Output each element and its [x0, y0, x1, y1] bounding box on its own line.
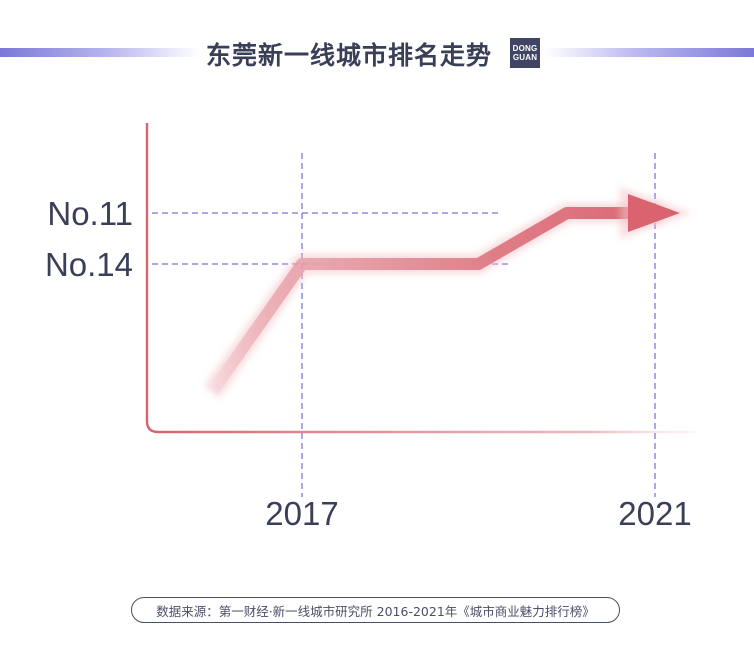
y-tick-label-14: No.14 [45, 246, 133, 283]
header-bar-left [0, 48, 200, 57]
series-line [203, 187, 692, 398]
chart-title: 东莞新一线城市排名走势 [206, 41, 493, 70]
badge-line-2: GUAN [512, 53, 538, 62]
dongguan-logo-badge: DONG GUAN [510, 38, 540, 68]
chart-header: 东莞新一线城市排名走势 DONG GUAN [0, 30, 754, 76]
badge-line-1: DONG [512, 44, 538, 53]
arrowhead [628, 194, 680, 232]
y-tick-label-11: No.11 [47, 195, 133, 232]
data-source-note: 数据来源：第一财经·新一线城市研究所 2016-2021年《城市商业魅力排行榜》 [131, 597, 620, 623]
tick-labels: No.11 No.14 2017 2021 [45, 195, 692, 532]
x-tick-label-2017: 2017 [265, 495, 338, 532]
y-axis [145, 123, 159, 434]
header-bar-right [544, 48, 754, 57]
x-tick-label-2021: 2021 [618, 495, 691, 532]
chart-axes [145, 123, 695, 434]
series-line-path [207, 207, 661, 396]
guide-lines [152, 153, 656, 497]
